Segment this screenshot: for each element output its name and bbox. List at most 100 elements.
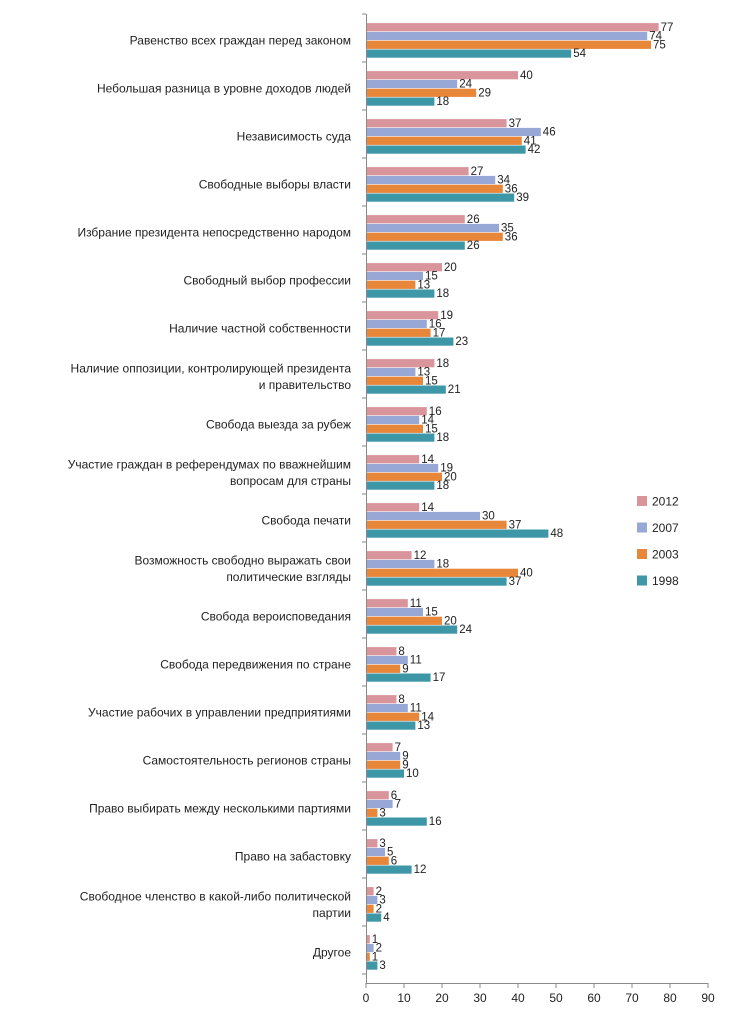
value-label: 20 [444,262,457,274]
bar-2003 [366,616,442,625]
bar-2012 [366,647,397,656]
bar-2012 [366,791,389,800]
value-label: 6 [391,855,397,867]
value-label: 18 [436,288,449,300]
bar-1998 [366,625,458,634]
x-tick-label: 90 [701,991,715,1005]
bar-2003 [366,664,401,673]
category-label: Наличие частной собственности [169,322,351,336]
value-label: 48 [550,528,563,540]
category-label: Свобода печати [261,514,351,528]
bar-2003 [366,760,401,769]
value-label: 3 [379,838,385,850]
value-label: 13 [417,367,430,379]
value-label: 3 [379,807,385,819]
category-label: Самостоятельность регионов страны [143,754,351,768]
value-label: 12 [414,550,427,562]
bar-2007 [366,319,427,329]
value-label: 14 [421,711,434,723]
legend-label: 2012 [652,495,679,509]
bar-2012 [366,167,469,176]
value-label: 34 [497,175,510,187]
bar-2003 [366,520,507,529]
category-label: Независимость суда [237,130,352,144]
value-label: 24 [459,79,472,91]
value-label: 40 [520,567,533,579]
bar-2012 [366,599,408,608]
value-label: 37 [509,519,522,531]
x-tick-label: 10 [397,991,411,1005]
category-label: и правительство [259,378,352,392]
bar-1998 [366,193,515,202]
legend: 2012 2007 2003 1998 [637,495,679,588]
category-label: Небольшая разница в уровне доходов людей [97,82,351,96]
value-label: 54 [573,48,586,60]
category-label: Свобода передвижения по стране [160,658,351,672]
bar-2003 [366,952,370,961]
value-label: 7 [395,742,401,754]
value-label: 16 [429,816,442,828]
value-label: 15 [425,271,438,283]
bar-2003 [366,712,420,721]
bar-2012 [366,119,507,128]
bar-2003 [366,808,378,817]
legend-label: 2003 [652,548,679,562]
category-label: Право на забастовку [235,850,351,864]
bar-2003 [366,280,416,289]
value-label: 26 [467,214,480,226]
x-tick-label: 70 [625,991,639,1005]
value-label: 77 [661,22,674,34]
bar-2003 [366,856,389,865]
bar-2003 [366,136,522,145]
bar-2003 [366,568,518,577]
bar-1998 [366,97,435,106]
bar-1998 [366,961,378,970]
bar-2012 [366,551,412,560]
value-label: 18 [436,96,449,108]
x-tick-label: 20 [435,991,449,1005]
x-tick-label: 40 [511,991,525,1005]
bar-1998 [366,577,507,586]
x-tick-label: 0 [363,991,370,1005]
value-label: 18 [436,432,449,444]
bar-2007 [366,655,408,665]
bar-2007 [366,751,401,761]
bar-2007 [366,415,420,425]
x-tick-label: 80 [663,991,677,1005]
bar-1998 [366,529,549,538]
axes-layer: 0 10 20 30 40 50 60 70 80 90 [362,13,715,1005]
value-label: 46 [543,127,556,139]
x-tick-label: 60 [587,991,601,1005]
legend-swatch-2003 [637,549,647,559]
value-label: 36 [505,231,518,243]
bar-2003 [366,424,423,433]
value-label: 41 [524,135,537,147]
category-label: партии [313,906,351,920]
value-label: 37 [509,576,522,588]
bar-1998 [366,433,435,442]
bar-2012 [366,359,435,368]
category-label: вопросам для страны [230,474,351,488]
legend-swatch-2007 [637,522,647,533]
value-label: 8 [398,694,404,706]
bar-2007 [366,847,385,857]
value-label: 37 [509,118,522,130]
value-label: 20 [444,471,457,483]
value-label: 14 [421,454,434,466]
value-label: 17 [433,672,446,684]
bar-2003 [366,88,477,97]
bar-1998 [366,769,404,778]
bar-2012 [366,887,374,896]
legend-label: 1998 [652,574,679,588]
value-label: 39 [516,192,529,204]
value-label: 30 [482,511,495,523]
bar-2012 [366,407,427,416]
bar-2007 [366,175,496,185]
value-label: 15 [425,607,438,619]
category-label: Право выбирать между несколькими партиям… [89,802,351,816]
bar-2012 [366,71,518,80]
x-tick-label: 50 [549,991,563,1005]
bar-2007 [366,703,408,713]
value-label: 18 [436,480,449,492]
